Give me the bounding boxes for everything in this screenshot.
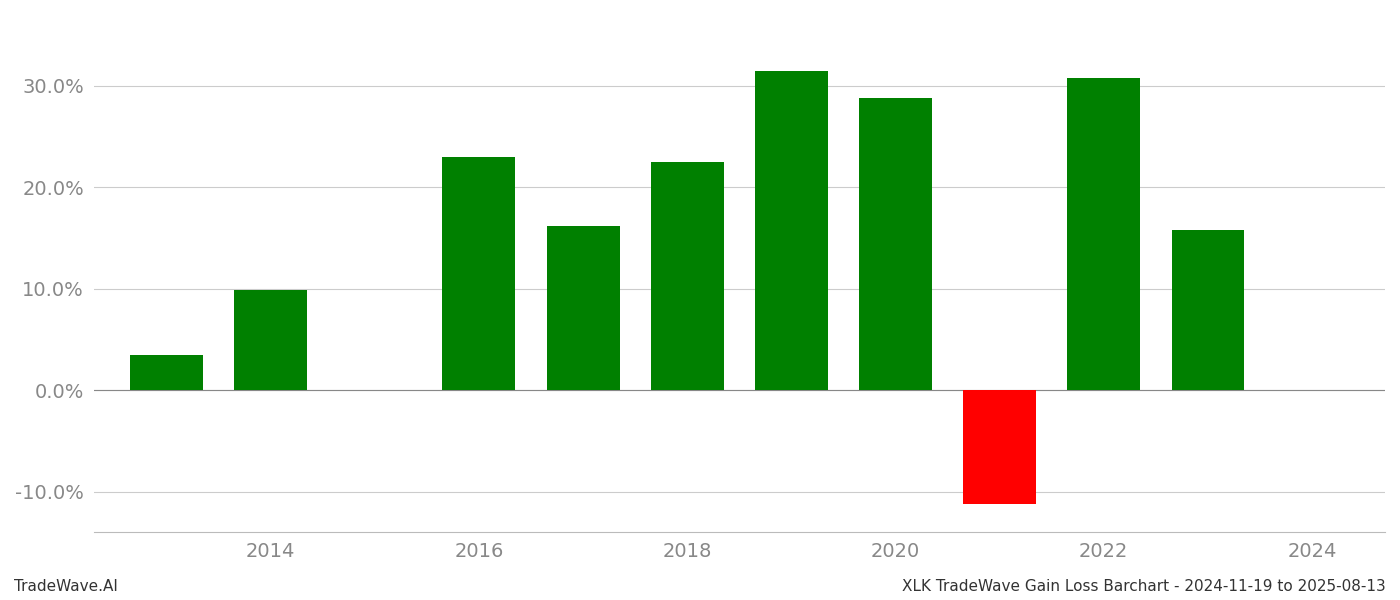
Bar <box>755 71 827 390</box>
Bar <box>860 98 932 390</box>
Bar <box>546 226 620 390</box>
Bar <box>651 162 724 390</box>
Text: XLK TradeWave Gain Loss Barchart - 2024-11-19 to 2025-08-13: XLK TradeWave Gain Loss Barchart - 2024-… <box>902 579 1386 594</box>
Bar <box>130 355 203 390</box>
Text: TradeWave.AI: TradeWave.AI <box>14 579 118 594</box>
Bar <box>1067 78 1140 390</box>
Bar <box>234 290 307 390</box>
Bar <box>1172 230 1245 390</box>
Bar <box>442 157 515 390</box>
Bar <box>963 390 1036 504</box>
